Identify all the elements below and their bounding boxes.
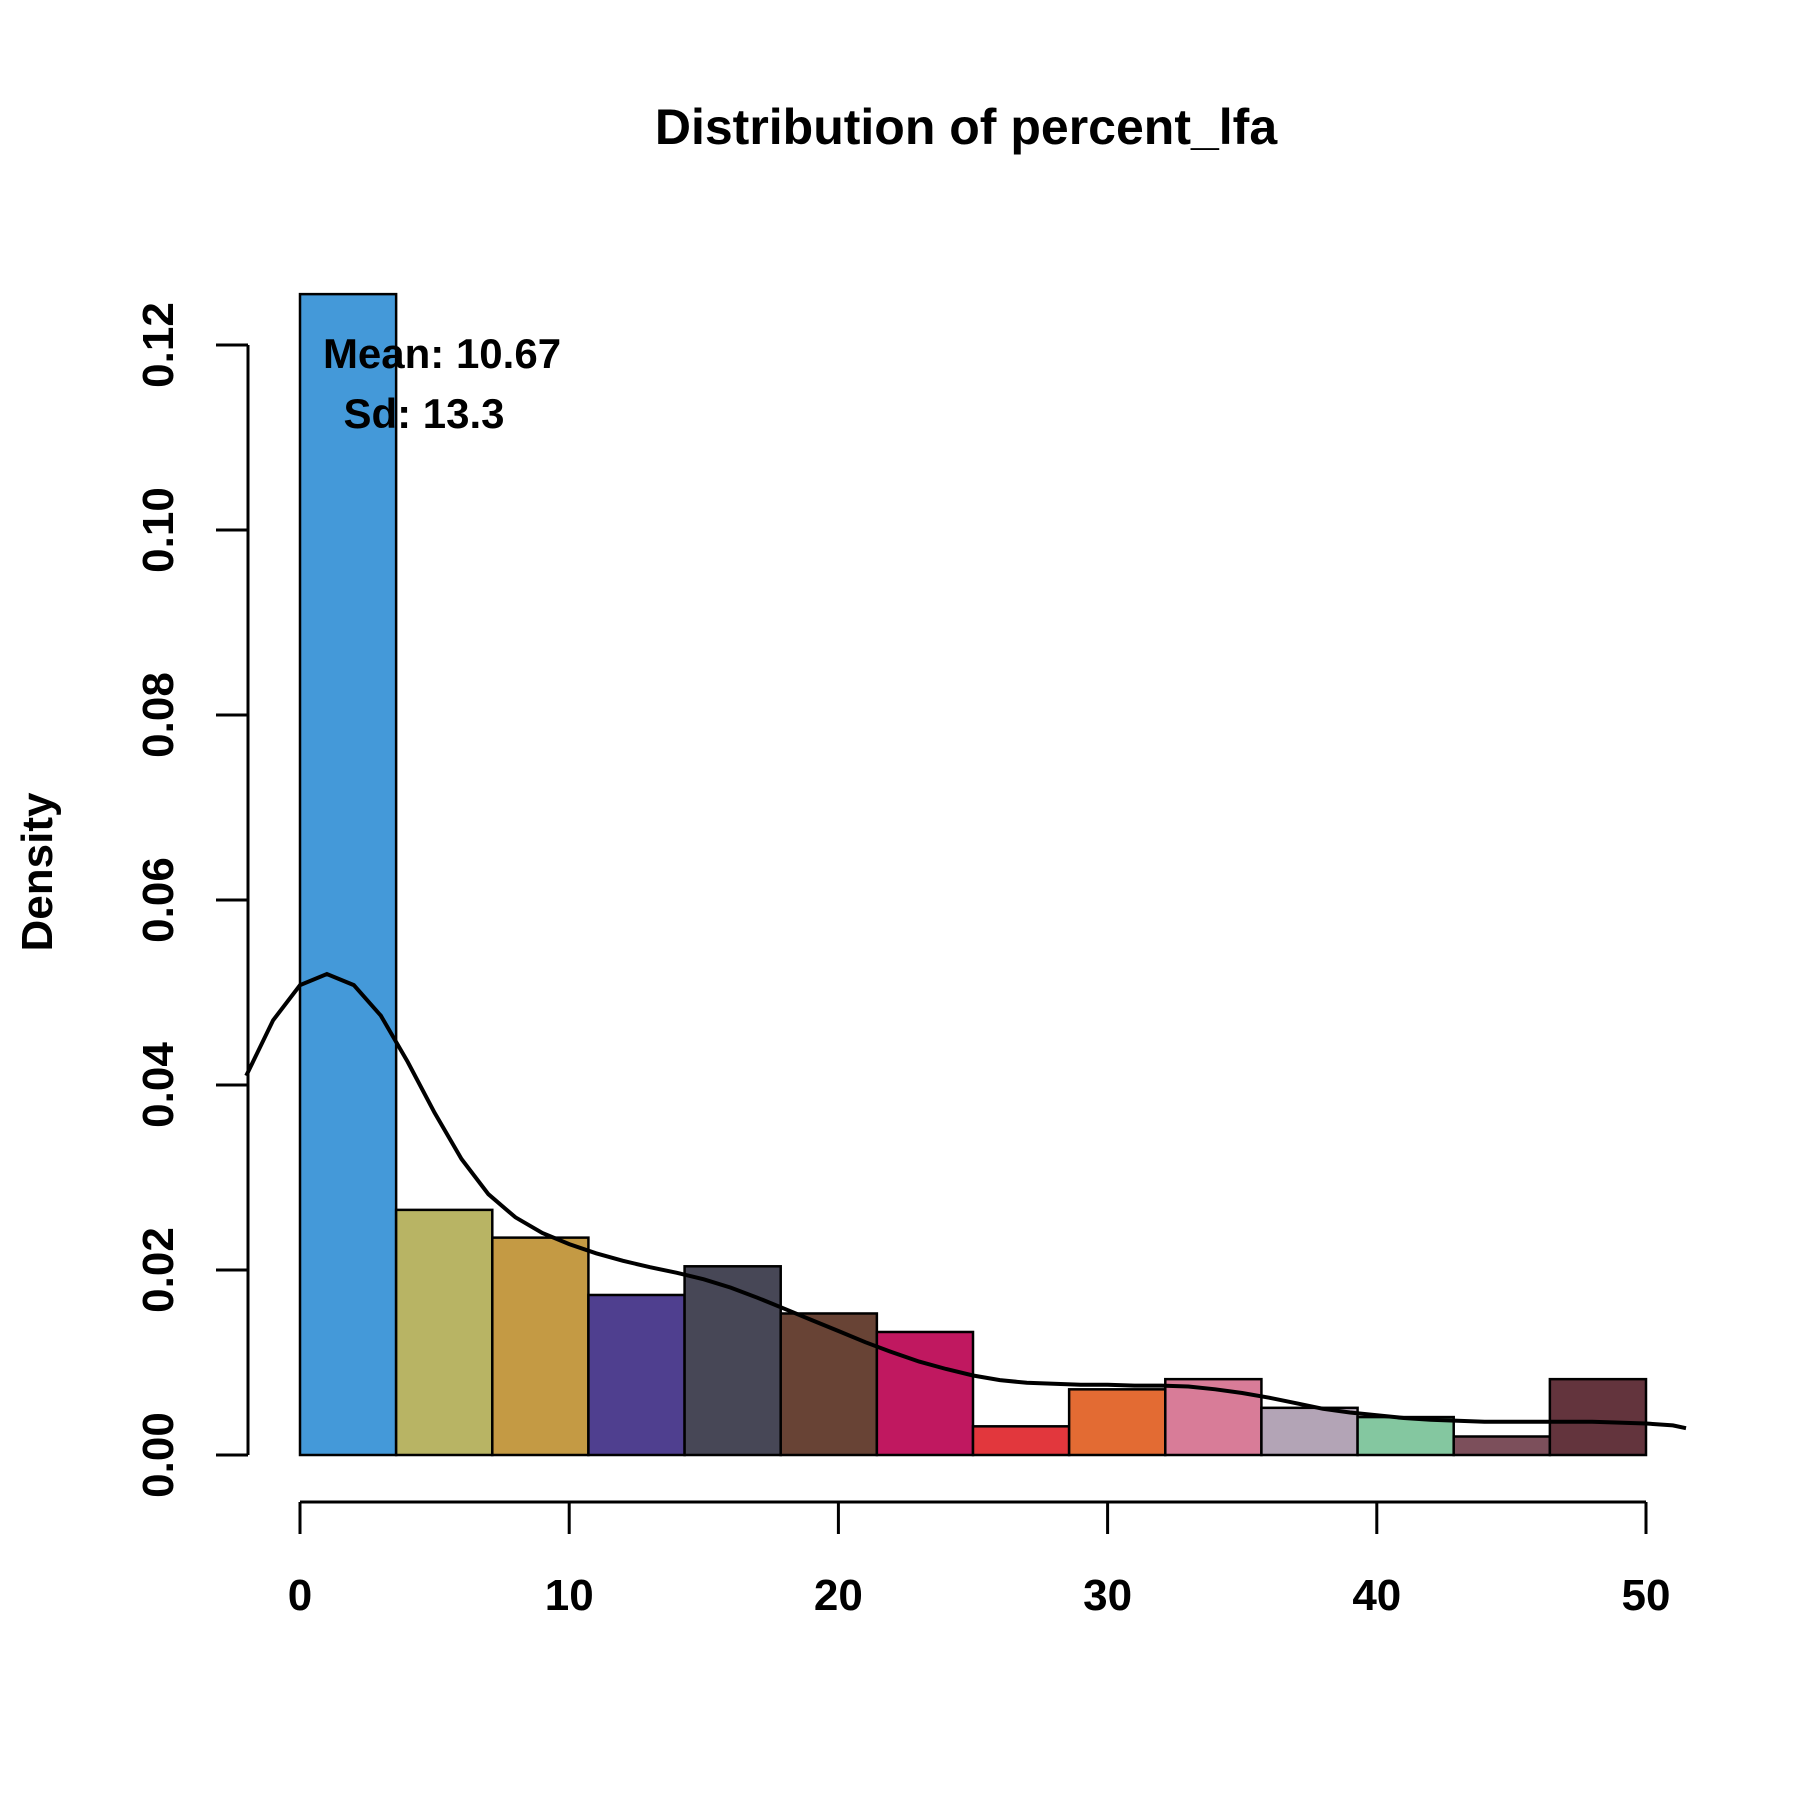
sd-annotation: Sd: 13.3 <box>343 390 504 437</box>
histogram-bar <box>491 1236 590 1457</box>
density-curve <box>244 971 1687 1431</box>
y-tick-label: 0.00 <box>134 1412 183 1498</box>
y-tick-label: 0.02 <box>134 1227 183 1313</box>
x-axis: 0 10 20 30 40 50 <box>288 1500 1671 1620</box>
histogram-bar <box>1356 1415 1455 1457</box>
x-tick-label: 50 <box>1622 1571 1671 1620</box>
bars-layer <box>298 292 1648 1457</box>
x-tick-label: 30 <box>1083 1571 1132 1620</box>
histogram-bar <box>971 1425 1071 1457</box>
y-tick-label: 0.06 <box>134 857 183 943</box>
y-axis-label: Density <box>13 792 62 951</box>
histogram-bar <box>587 1293 686 1457</box>
x-tick-label: 0 <box>288 1571 312 1620</box>
y-tick-label: 0.08 <box>134 672 183 758</box>
x-tick-label: 20 <box>814 1571 863 1620</box>
y-tick-label: 0.10 <box>134 487 183 573</box>
x-tick-label: 40 <box>1352 1571 1401 1620</box>
x-tick-label: 10 <box>545 1571 594 1620</box>
y-tick-label: 0.12 <box>134 302 183 388</box>
mean-annotation: Mean: 10.67 <box>323 330 561 377</box>
y-axis: 0.00 0.02 0.04 0.06 0.08 0.10 0.12 <box>134 302 250 1498</box>
chart-title: Distribution of percent_lfa <box>655 99 1278 155</box>
histogram-bar <box>1260 1406 1359 1457</box>
histogram-bar <box>683 1265 782 1457</box>
y-tick-label: 0.04 <box>134 1042 183 1128</box>
histogram-bar <box>1067 1388 1167 1457</box>
histogram-bar <box>1548 1377 1648 1457</box>
histogram-bar <box>394 1208 494 1457</box>
histogram-bar <box>298 292 398 1457</box>
histogram-bar <box>1452 1435 1552 1457</box>
histogram-bar <box>779 1312 879 1457</box>
